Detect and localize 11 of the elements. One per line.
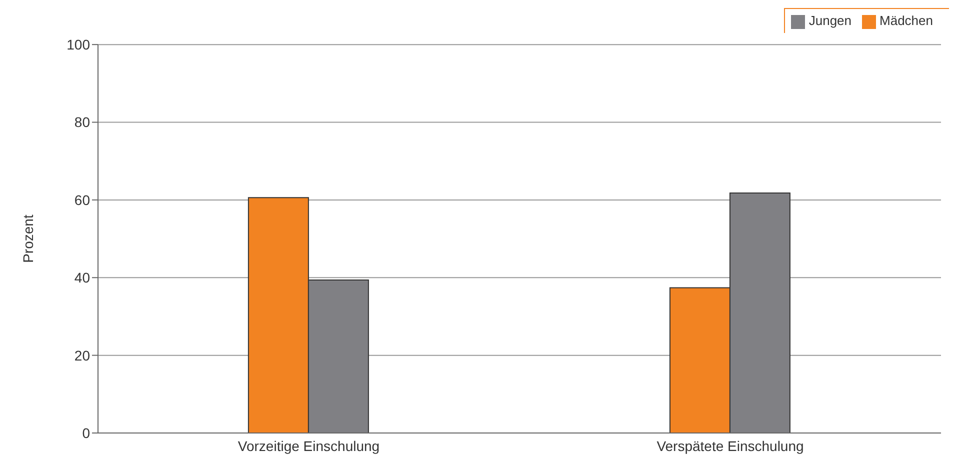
x-tick-label: Verspätete Einschulung [656,438,804,454]
y-tick-label: 80 [74,114,90,130]
y-tick-label: 20 [74,347,90,364]
legend-label: Mädchen [880,13,933,28]
y-tick-label: 0 [82,424,90,441]
y-tick-label: 40 [74,270,90,286]
legend-label: Jungen [808,13,852,28]
y-tick-label: 100 [66,36,90,53]
y-tick-label: 60 [74,192,90,208]
y-axis-title: Prozent [20,214,36,263]
x-tick-label: Vorzeitige Einschulung [238,438,380,454]
